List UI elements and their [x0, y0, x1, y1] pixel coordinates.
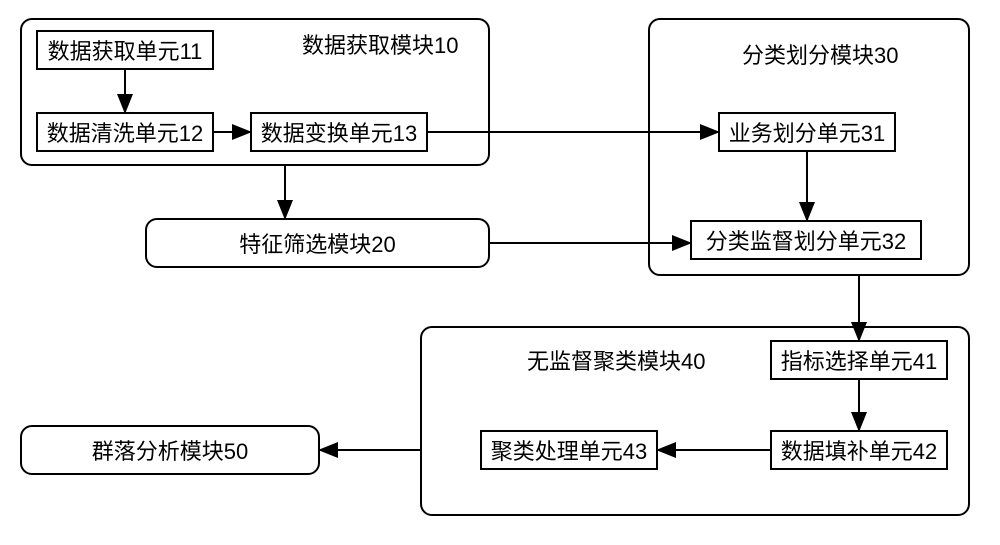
unit-32: 分类监督划分单元32: [690, 220, 922, 260]
unit-11: 数据获取单元11: [36, 30, 214, 70]
unit-12: 数据清洗单元12: [36, 112, 214, 152]
unit-32-label: 分类监督划分单元32: [706, 224, 906, 256]
unit-43-label: 聚类处理单元43: [491, 434, 647, 466]
module-40-title: 无监督聚类模块40: [527, 344, 705, 376]
module-10-title: 数据获取模块10: [302, 28, 458, 60]
unit-11-label: 数据获取单元11: [48, 34, 203, 66]
unit-13-label: 数据变换单元13: [261, 116, 417, 148]
unit-13: 数据变换单元13: [250, 112, 428, 152]
unit-31: 业务划分单元31: [718, 112, 896, 152]
module-20-label: 特征筛选模块20: [239, 227, 395, 259]
unit-41: 指标选择单元41: [770, 340, 948, 380]
unit-41-label: 指标选择单元41: [781, 344, 937, 376]
module-50: 群落分析模块50: [20, 425, 320, 475]
unit-42-label: 数据填补单元42: [781, 434, 937, 466]
unit-12-label: 数据清洗单元12: [47, 116, 203, 148]
unit-43: 聚类处理单元43: [480, 430, 658, 470]
module-30-title: 分类划分模块30: [742, 38, 898, 70]
module-20: 特征筛选模块20: [145, 218, 490, 268]
module-50-label: 群落分析模块50: [92, 434, 248, 466]
unit-42: 数据填补单元42: [770, 430, 948, 470]
unit-31-label: 业务划分单元31: [729, 116, 885, 148]
